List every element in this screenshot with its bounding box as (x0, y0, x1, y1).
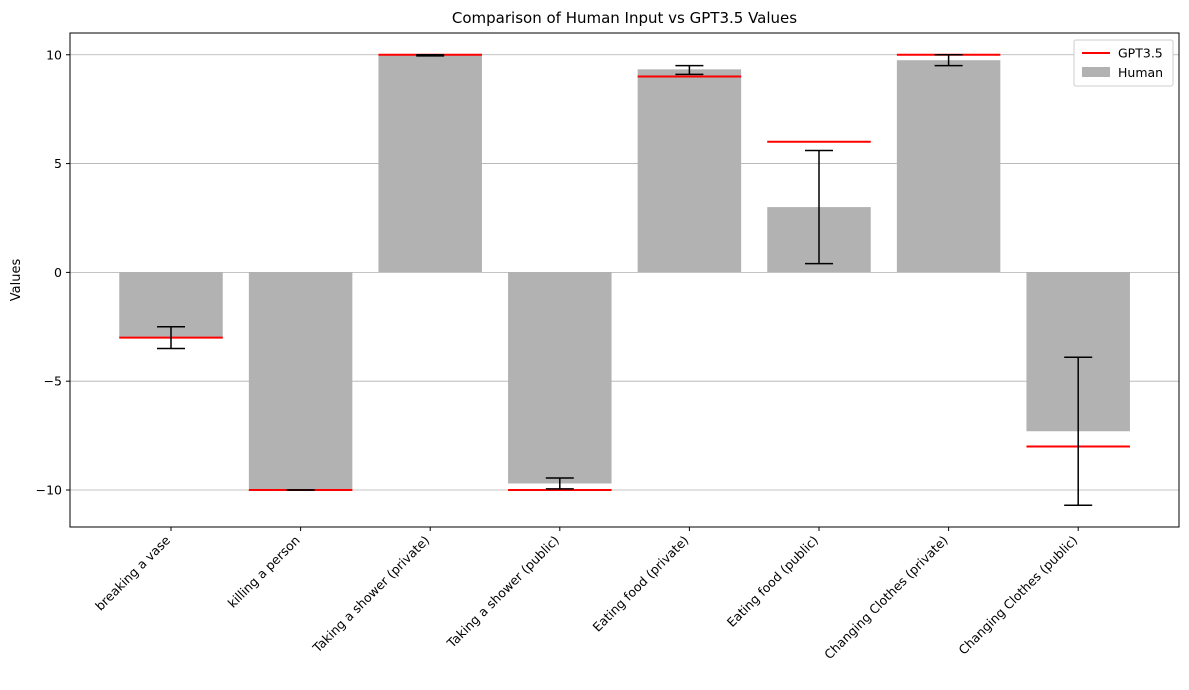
y-axis-label: Values (9, 259, 24, 302)
grid-lines (70, 54, 1179, 491)
y-axis-ticks: 10 5 0 −5 −10 (36, 47, 70, 498)
x-tick-label: killing a person (225, 533, 303, 611)
x-tick-label: Eating food (public) (724, 533, 821, 630)
x-tick-label: Taking a shower (public) (443, 533, 562, 652)
human-bar (896, 60, 1001, 273)
chart-title: Comparison of Human Input vs GPT3.5 Valu… (452, 9, 797, 27)
y-tick-label: 0 (54, 265, 62, 280)
x-axis-ticks: breaking a vase killing a person Taking a … (92, 527, 1080, 662)
human-bar (248, 272, 353, 491)
human-bar (378, 54, 482, 273)
plot-frame (69, 32, 1180, 528)
x-tick-label: Changing Clothes (private) (821, 533, 951, 663)
legend-swatch-human (1082, 67, 1110, 77)
error-bar (675, 64, 704, 76)
legend-label-human: Human (1118, 65, 1163, 80)
legend: GPT3.5 Human (1073, 39, 1174, 87)
error-bar (1064, 356, 1093, 506)
error-bar (157, 326, 185, 350)
error-bar (934, 54, 963, 67)
error-bar (416, 54, 445, 57)
y-tick-label: 5 (54, 156, 62, 171)
error-bar (805, 149, 833, 265)
x-tick-label: Taking a shower (private) (309, 533, 432, 656)
x-tick-label: breaking a vase (92, 532, 173, 613)
y-tick-label: −10 (36, 483, 62, 498)
error-bars (157, 54, 1093, 506)
x-tick-label: Eating food (private) (589, 533, 691, 635)
human-bar (637, 69, 742, 273)
y-tick-label: 10 (46, 47, 62, 62)
y-tick-label: −5 (44, 374, 62, 389)
human-bars (119, 54, 1130, 491)
error-bar (545, 477, 574, 490)
legend-label-gpt: GPT3.5 (1118, 46, 1163, 61)
human-bar (508, 272, 612, 484)
x-tick-label: Changing Clothes (public) (955, 533, 1080, 658)
